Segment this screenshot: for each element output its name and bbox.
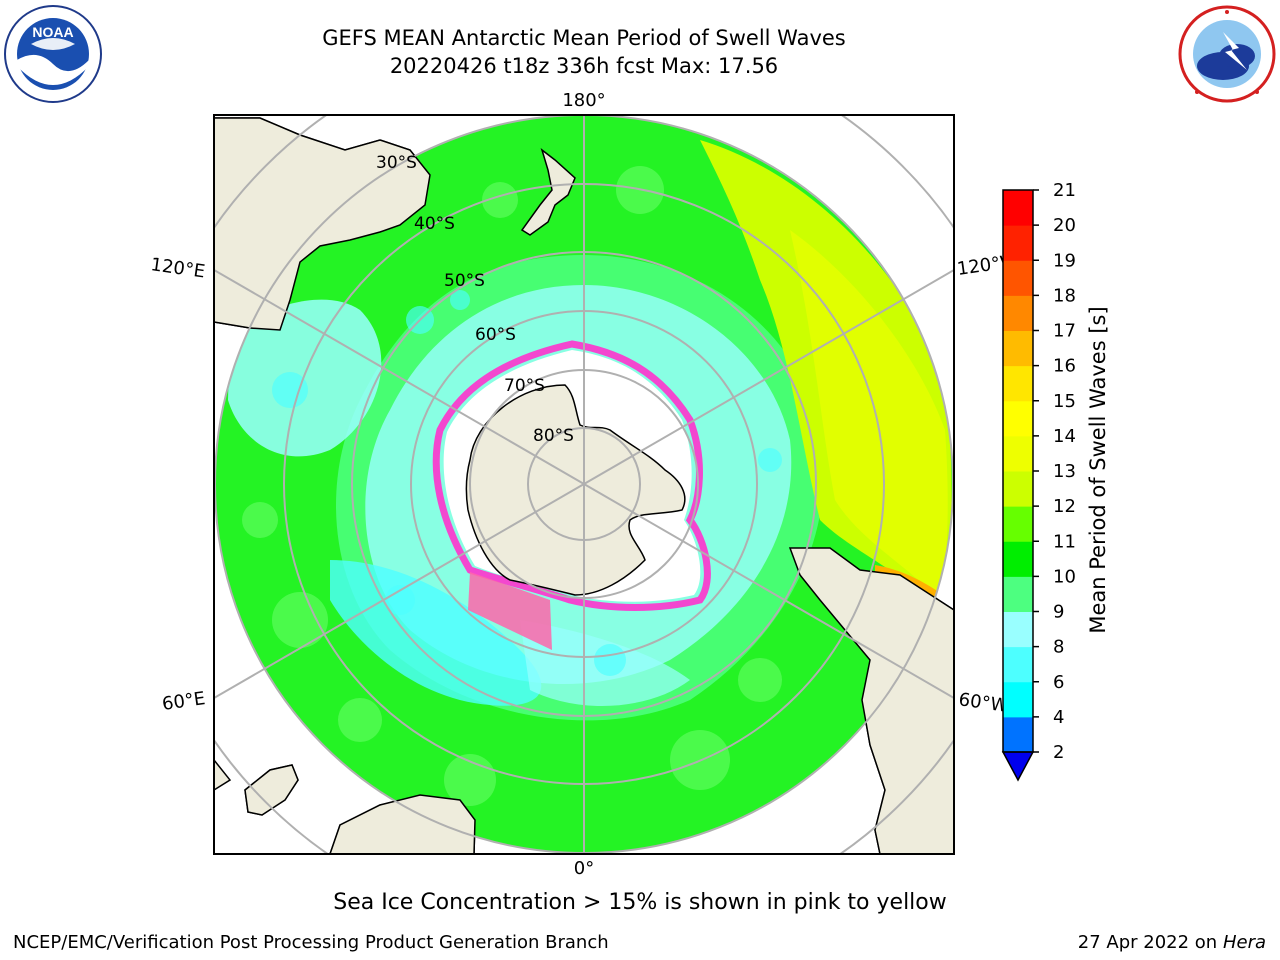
colorbar-band — [1003, 295, 1033, 331]
colorbar-band — [1003, 330, 1033, 367]
colorbar-tick-label: 19 — [1053, 250, 1076, 271]
colorbar-tick-label: 4 — [1053, 707, 1064, 728]
colorbar-band — [1003, 716, 1033, 753]
noaa-logo-text: NOAA — [32, 24, 73, 40]
lon-label-120e: 120°E — [149, 254, 206, 282]
footer-machine: Hera — [1222, 932, 1266, 953]
colorbar-tick-label: 12 — [1053, 496, 1076, 517]
chart-title: GEFS MEAN Antarctic Mean Period of Swell… — [322, 26, 846, 50]
colorbar-tick-label: 11 — [1053, 531, 1076, 552]
lat-label-30s: 30°S — [376, 153, 417, 173]
sea-ice-patch — [468, 572, 552, 650]
footer-credit: NCEP/EMC/Verification Post Processing Pr… — [13, 932, 609, 953]
colorbar-band — [1003, 576, 1033, 612]
colorbar-tick-label: 17 — [1053, 321, 1076, 342]
colorbar-band — [1003, 471, 1033, 507]
colorbar-band — [1003, 260, 1033, 296]
colorbar-band — [1003, 225, 1033, 261]
colorbar-band — [1003, 190, 1033, 226]
lat-label-40s: 40°S — [414, 214, 455, 234]
sea-ice-caption: Sea Ice Concentration > 15% is shown in … — [333, 890, 947, 915]
colorbar-band — [1003, 611, 1033, 648]
noaa-logo-icon: NOAA — [4, 5, 102, 103]
colorbar-tick-label: 16 — [1053, 356, 1076, 377]
colorbar-tick-label: 21 — [1053, 180, 1076, 201]
colorbar-tick-label: 6 — [1053, 672, 1064, 693]
colorbar-band — [1003, 365, 1033, 402]
colorbar-tick-label: 10 — [1053, 566, 1076, 587]
lon-label-60e: 60°E — [161, 688, 207, 715]
colorbar-tick-label: 8 — [1053, 637, 1064, 658]
colorbar-tick-label: 14 — [1053, 426, 1076, 447]
lon-label-180: 180° — [562, 90, 605, 111]
lon-label-0: 0° — [574, 858, 594, 879]
colorbar-band — [1003, 646, 1033, 683]
colorbar-tick-label: 18 — [1053, 285, 1076, 306]
colorbar-band — [1003, 435, 1033, 472]
chart-subtitle: 20220426 t18z 336h fcst Max: 17.56 — [389, 54, 779, 78]
lat-label-60s: 60°S — [475, 325, 516, 345]
footer-date: 27 Apr 2022 on Hera — [1078, 932, 1266, 953]
colorbar-tick-label: 13 — [1053, 461, 1076, 482]
lat-label-80s: 80°S — [533, 426, 574, 446]
colorbar-extend-triangle — [1001, 751, 1035, 782]
colorbar-tick-label: 2 — [1053, 742, 1064, 763]
footer-date-text: 27 Apr 2022 on — [1077, 932, 1223, 953]
colorbar-tick-label: 9 — [1053, 602, 1064, 623]
nws-logo-icon — [1178, 5, 1276, 103]
colorbar-band — [1003, 681, 1033, 718]
colorbar-band — [1003, 506, 1033, 542]
colorbar-band — [1003, 400, 1033, 437]
colorbar-tick-label: 15 — [1053, 391, 1076, 412]
map-frame — [213, 114, 955, 855]
colorbar-band — [1003, 541, 1033, 577]
colorbar-tick-label: 20 — [1053, 215, 1076, 236]
colorbar: 2 4 6 8 9 10 11 12 13 14 15 16 17 18 19 20 21 — [1001, 180, 1076, 782]
colorbar-label: Mean Period of Swell Waves [s] — [1086, 306, 1110, 634]
lat-label-70s: 70°S — [504, 376, 545, 396]
lat-label-50s: 50°S — [444, 271, 485, 291]
